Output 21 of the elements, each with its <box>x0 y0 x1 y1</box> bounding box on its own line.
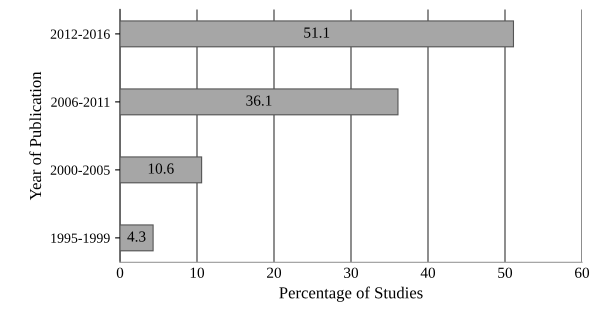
x-tick-label: 50 <box>498 268 512 278</box>
bar <box>120 156 202 184</box>
bar <box>120 88 399 116</box>
bar <box>120 224 154 252</box>
x-tick-label: 40 <box>420 268 436 278</box>
x-axis-title: Percentage of Studies <box>279 286 423 302</box>
bar <box>120 20 514 48</box>
data-label: 36.1 <box>246 95 272 106</box>
y-tick-label: 2006-2011 <box>51 97 110 107</box>
y-axis-title: Year of Publication <box>29 72 42 200</box>
x-tick-label: 10 <box>190 268 204 278</box>
x-tick-label: 60 <box>575 268 590 278</box>
data-label: 4.3 <box>127 231 146 242</box>
x-tick-label: 0 <box>116 268 124 278</box>
data-label: 51.1 <box>304 27 330 38</box>
x-tick-label: 20 <box>267 268 282 278</box>
data-label: 10.6 <box>148 163 174 174</box>
y-tick-label: 2012-2016 <box>50 29 110 39</box>
y-tick-label: 1995-1999 <box>51 233 110 243</box>
x-tick-label: 30 <box>344 268 358 278</box>
y-tick-label: 2000-2005 <box>50 165 110 175</box>
